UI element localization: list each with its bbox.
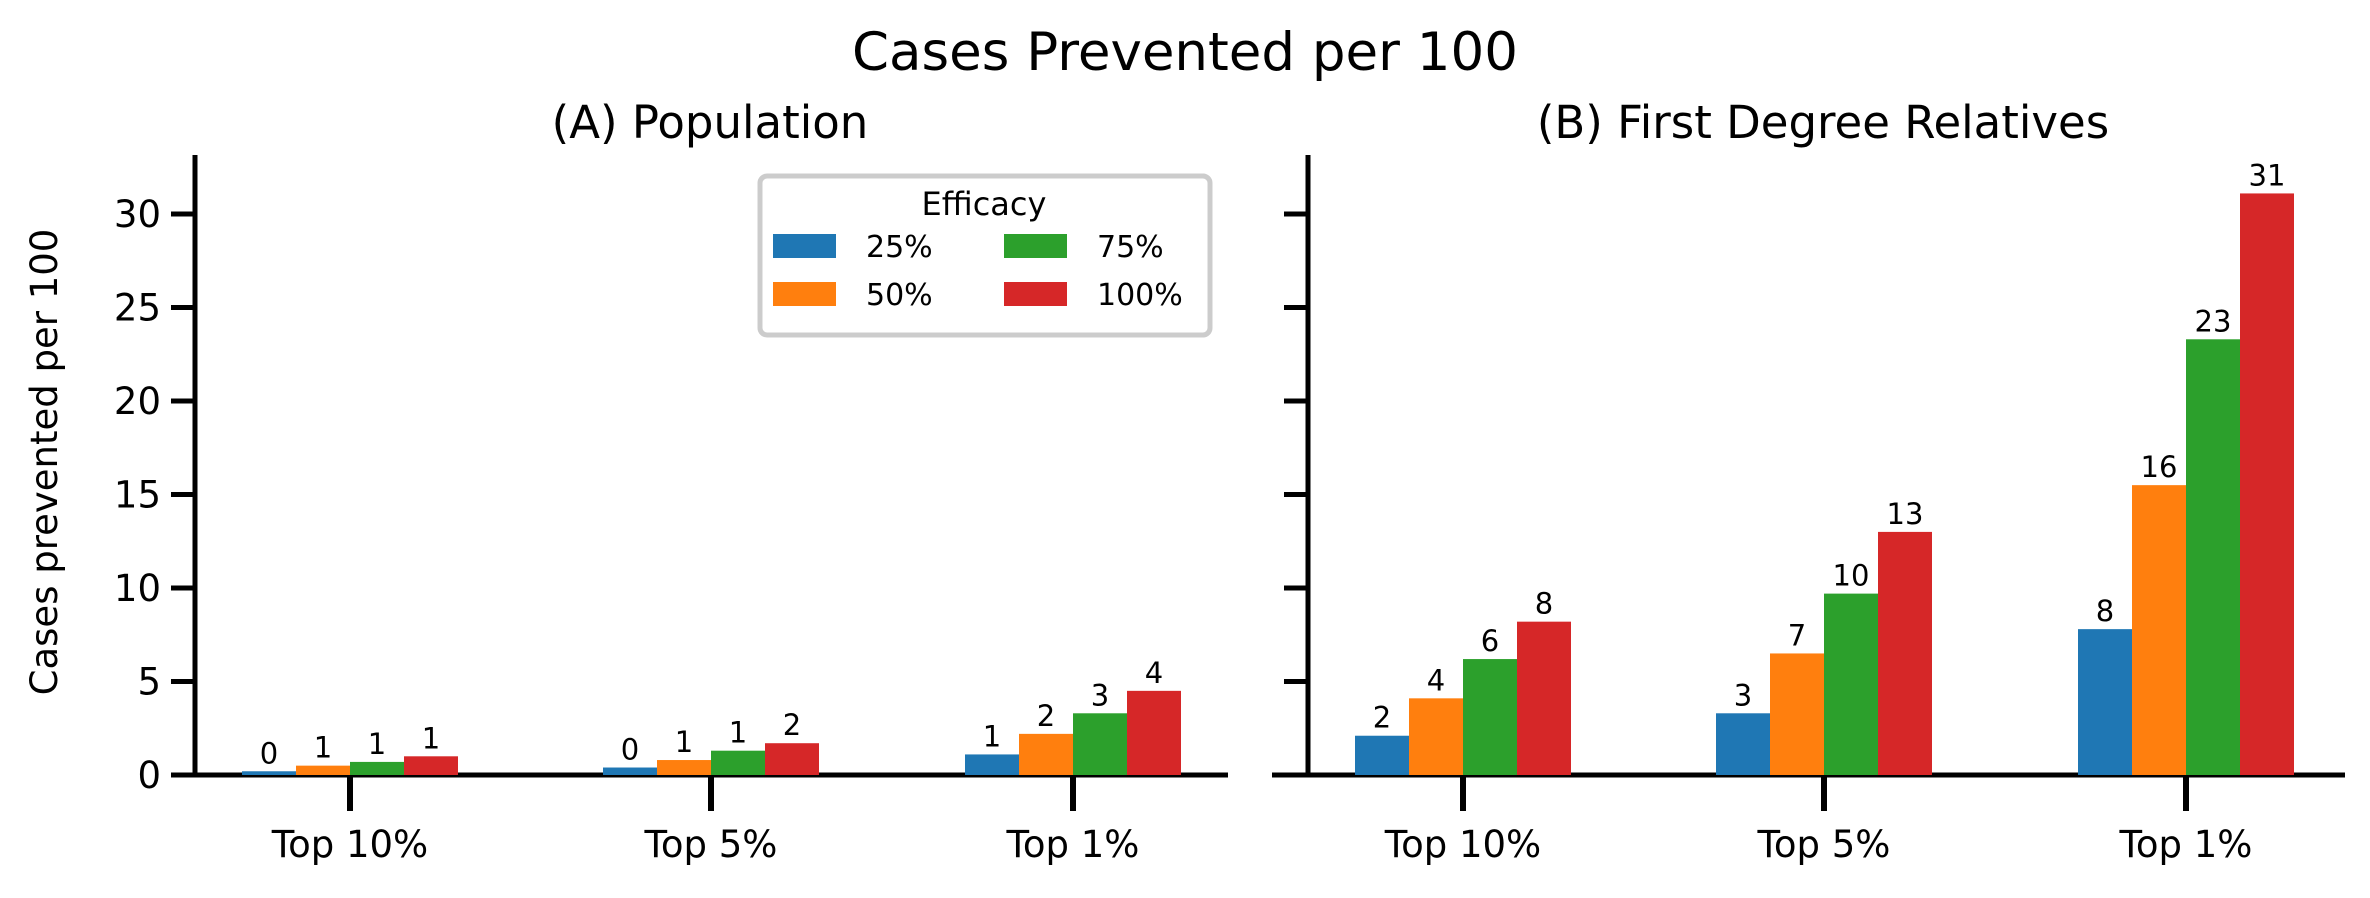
panel-a-bar-value-label: 1 xyxy=(675,725,693,759)
panel-a-bar-value-label: 1 xyxy=(422,721,440,755)
panel-a-bar-value-label: 1 xyxy=(729,716,747,750)
panel-b-bar-value-label: 8 xyxy=(2096,594,2114,628)
panel-a-bar-value-label: 0 xyxy=(260,736,278,770)
panel-b-x-tick-label: Top 1% xyxy=(2119,823,2253,866)
panel-a: (A) Population Cases prevented per 100 0… xyxy=(23,96,1228,866)
panel-b-bar-value-label: 23 xyxy=(2195,304,2232,338)
y-axis-label: Cases prevented per 100 xyxy=(23,229,66,696)
panel-b-bar-value-label: 7 xyxy=(1788,618,1806,652)
legend-swatch-75pct xyxy=(1004,234,1067,258)
panel-a-bar-value-label: 1 xyxy=(983,719,1001,753)
panel-b-bar-value-label: 2 xyxy=(1373,701,1391,735)
legend-label-25pct: 25% xyxy=(866,230,933,265)
panel-a-bar-value-label: 0 xyxy=(621,733,639,767)
panel-a-bar-50pct-0 xyxy=(296,765,350,775)
legend-label-100pct: 100% xyxy=(1097,278,1183,313)
panel-b-bar-50pct-0 xyxy=(1409,698,1463,775)
panel-b-bar-25pct-2 xyxy=(2078,629,2132,775)
legend-title: Efficacy xyxy=(922,185,1047,223)
panel-a-bar-100pct-0 xyxy=(404,756,458,775)
panel-b-bar-value-label: 13 xyxy=(1887,497,1924,531)
panel-b-bar-75pct-0 xyxy=(1463,659,1517,775)
panel-a-bar-value-label: 4 xyxy=(1145,656,1163,690)
panel-a-bar-50pct-1 xyxy=(657,760,711,775)
panel-a-title: (A) Population xyxy=(552,96,869,149)
panel-b-x-tick-label: Top 10% xyxy=(1384,823,1541,866)
panel-b-title: (B) First Degree Relatives xyxy=(1537,96,2109,149)
panel-b-bar-100pct-0 xyxy=(1517,621,1571,775)
panel-b-bar-value-label: 4 xyxy=(1427,663,1445,697)
legend-label-75pct: 75% xyxy=(1097,230,1164,265)
panel-a-bar-25pct-2 xyxy=(965,754,1019,775)
panel-a-bar-25pct-0 xyxy=(242,771,296,775)
panel-a-y-tick-label: 5 xyxy=(137,661,161,704)
panel-b-bar-50pct-1 xyxy=(1770,653,1824,775)
legend-swatch-100pct xyxy=(1004,282,1067,306)
panel-b-bar-100pct-2 xyxy=(2240,193,2294,775)
panel-a-bar-value-label: 1 xyxy=(314,731,332,765)
panel-a-bar-75pct-1 xyxy=(711,750,765,775)
panel-a-y-tick-label: 10 xyxy=(114,567,161,610)
legend-swatch-50pct xyxy=(773,282,836,306)
panel-a-bar-value-label: 3 xyxy=(1091,678,1109,712)
panel-b-bar-25pct-1 xyxy=(1716,713,1770,775)
panel-b-bar-value-label: 6 xyxy=(1481,624,1499,658)
panel-b-bar-value-label: 10 xyxy=(1833,559,1870,593)
panel-a-bar-value-label: 2 xyxy=(1037,699,1055,733)
panel-a-y-tick-label: 0 xyxy=(137,754,161,797)
panel-b: (B) First Degree Relatives Top 10% Top 5%… xyxy=(1272,96,2345,866)
legend-frame xyxy=(757,173,1213,338)
panel-b-bar-value-label: 16 xyxy=(2141,450,2178,484)
panel-a-bar-value-label: 1 xyxy=(368,727,386,761)
panel-b-bar-75pct-2 xyxy=(2186,339,2240,775)
panel-b-bar-value-label: 8 xyxy=(1535,587,1553,621)
legend: Efficacy 25% 50% 75% 100% xyxy=(757,173,1213,338)
panel-a-bar-25pct-1 xyxy=(603,767,657,775)
panel-b-bar-25pct-0 xyxy=(1355,735,1409,775)
panel-a-bar-50pct-2 xyxy=(1019,733,1073,775)
panel-a-y-tick-label: 25 xyxy=(114,287,161,330)
panel-a-x-tick-label: Top 1% xyxy=(1006,823,1140,866)
panel-a-bar-100pct-2 xyxy=(1127,690,1181,775)
panel-a-y-tick-label: 20 xyxy=(114,380,161,423)
panel-a-x-tick-label: Top 5% xyxy=(644,823,778,866)
legend-label-50pct: 50% xyxy=(866,278,933,313)
panel-a-bar-value-label: 2 xyxy=(783,708,801,742)
panel-b-x-tick-label: Top 5% xyxy=(1757,823,1891,866)
legend-swatch-25pct xyxy=(773,234,836,258)
panel-a-bar-75pct-0 xyxy=(350,761,404,775)
figure-title: Cases Prevented per 100 xyxy=(852,22,1518,83)
panel-b-bar-75pct-1 xyxy=(1824,593,1878,775)
panel-b-bar-value-label: 31 xyxy=(2249,158,2286,192)
panel-b-bar-50pct-2 xyxy=(2132,485,2186,775)
panel-a-bar-75pct-2 xyxy=(1073,713,1127,775)
panel-b-bar-value-label: 3 xyxy=(1734,678,1752,712)
panel-a-bar-100pct-1 xyxy=(765,743,819,775)
panel-a-x-tick-label: Top 10% xyxy=(271,823,428,866)
panel-a-y-tick-label: 30 xyxy=(114,193,161,236)
panel-b-bar-100pct-1 xyxy=(1878,531,1932,775)
panel-a-y-tick-label: 15 xyxy=(114,474,161,517)
